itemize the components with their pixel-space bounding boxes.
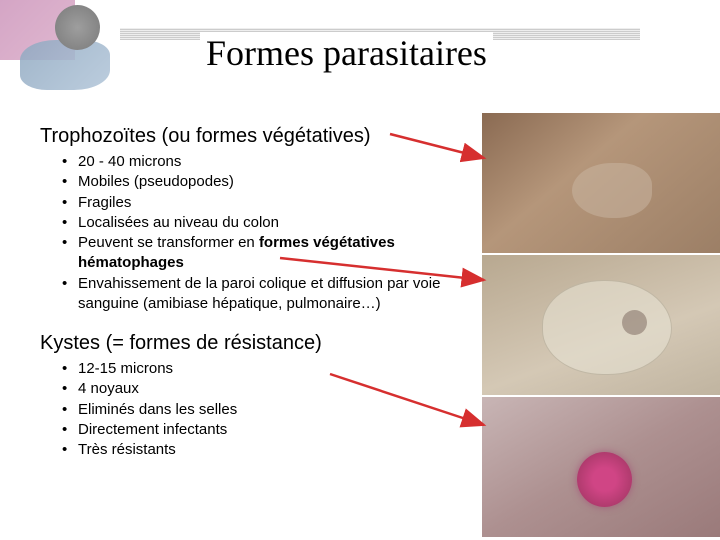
list-item: Mobiles (pseudopodes) xyxy=(62,172,470,192)
list-item: Eliminés dans les selles xyxy=(62,400,470,420)
slide-body: Trophozoïtes (ou formes végétatives) 20 … xyxy=(40,125,470,478)
list-item: Très résistants xyxy=(62,440,470,460)
slide-title: Formes parasitaires xyxy=(200,32,493,74)
slide-header: Formes parasitaires xyxy=(0,0,720,90)
hematophage-micrograph xyxy=(482,255,720,395)
kyste-micrograph xyxy=(482,397,720,537)
section-heading-kystes: Kystes (= formes de résistance) xyxy=(40,332,470,355)
list-item: Peuvent se transformer en formes végétat… xyxy=(62,233,470,274)
list-item: 20 - 40 microns xyxy=(62,152,470,172)
list-item: Fragiles xyxy=(62,193,470,213)
trophozoite-micrograph xyxy=(482,113,720,253)
image-column xyxy=(482,113,720,539)
list-item: 4 noyaux xyxy=(62,379,470,399)
section-heading-trophozoites: Trophozoïtes (ou formes végétatives) xyxy=(40,125,470,148)
list-item: Directement infectants xyxy=(62,420,470,440)
header-decorative-image xyxy=(0,0,150,90)
list-item: Localisées au niveau du colon xyxy=(62,213,470,233)
list-item: 12-15 microns xyxy=(62,359,470,379)
list-item: Envahissement de la paroi colique et dif… xyxy=(62,274,470,315)
bullet-list-kystes: 12-15 microns 4 noyaux Eliminés dans les… xyxy=(40,359,470,460)
bullet-list-trophozoites: 20 - 40 microns Mobiles (pseudopodes) Fr… xyxy=(40,152,470,314)
